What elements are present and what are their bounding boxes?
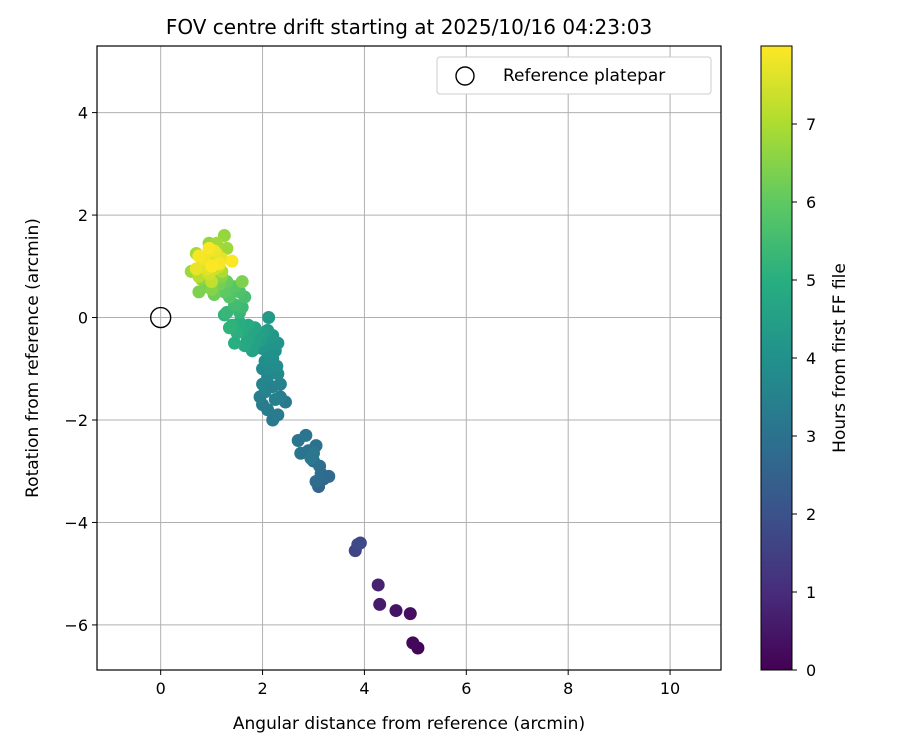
reference-point	[149, 306, 172, 329]
data-point	[192, 285, 206, 299]
colorbar-tick-label: 4	[806, 349, 816, 368]
y-axis-label: Rotation from reference (arcmin)	[23, 218, 43, 498]
data-point	[313, 459, 327, 473]
x-tick-label: 6	[461, 679, 471, 698]
x-tick-label: 0	[156, 679, 166, 698]
x-axis-label: Angular distance from reference (arcmin)	[233, 714, 585, 734]
x-tick-label: 8	[563, 679, 573, 698]
colorbar-tick-label: 2	[806, 505, 816, 524]
colorbar-tick-label: 7	[806, 115, 816, 134]
legend-box	[436, 56, 712, 95]
y-tick-label: 2	[78, 206, 88, 225]
data-point	[261, 403, 275, 417]
data-point	[262, 311, 276, 325]
data-point	[291, 433, 305, 447]
y-tick-label: −4	[64, 513, 88, 532]
x-tick-label: 2	[257, 679, 267, 698]
colorbar-label: Hours from first FF file	[830, 263, 850, 453]
y-tick-label: 4	[78, 104, 88, 123]
data-point	[304, 451, 318, 465]
colorbar-tick-label: 1	[806, 583, 816, 602]
data-point	[403, 607, 417, 621]
data-point	[205, 259, 219, 273]
data-point	[235, 275, 249, 289]
grid-lines	[97, 46, 721, 670]
reference-marker	[149, 306, 172, 329]
x-axis-ticks: 0 2 4 6 8 10	[156, 670, 680, 698]
data-point	[389, 604, 403, 618]
legend-marker	[455, 66, 475, 86]
colorbar-tick-label: 5	[806, 271, 816, 290]
data-point	[268, 392, 282, 406]
data-point	[406, 636, 420, 650]
data-point	[220, 241, 234, 255]
y-tick-label: 0	[78, 309, 88, 328]
x-tick-label: 10	[660, 679, 680, 698]
data-point	[273, 377, 287, 391]
chart-title: FOV centre drift starting at 2025/10/16 …	[166, 15, 652, 39]
data-point	[222, 321, 236, 335]
data-point	[225, 254, 239, 268]
plot-frame	[96, 45, 722, 671]
data-point	[271, 408, 285, 422]
legend-entry-reference: Reference platepar	[503, 66, 665, 86]
y-axis-ticks: −6 −4 −2 0 2 4	[64, 104, 97, 635]
data-point	[202, 241, 216, 255]
data-point	[351, 537, 365, 551]
legend: Reference platepar	[436, 56, 712, 95]
data-points	[184, 229, 425, 655]
x-tick-label: 4	[359, 679, 369, 698]
data-point	[228, 336, 242, 350]
data-point	[371, 578, 385, 592]
data-point	[238, 339, 252, 353]
data-point	[373, 597, 387, 611]
data-point	[192, 249, 206, 263]
data-point	[189, 262, 203, 276]
y-tick-label: −6	[64, 616, 88, 635]
colorbar-tick-label: 6	[806, 193, 816, 212]
colorbar-tick-label: 0	[806, 661, 816, 680]
data-point	[294, 446, 308, 460]
colorbar-ticks: 0 1 2 3 4 5 6 7	[792, 115, 816, 680]
colorbar	[760, 45, 793, 671]
y-tick-label: −2	[64, 411, 88, 430]
colorbar-tick-label: 3	[806, 427, 816, 446]
